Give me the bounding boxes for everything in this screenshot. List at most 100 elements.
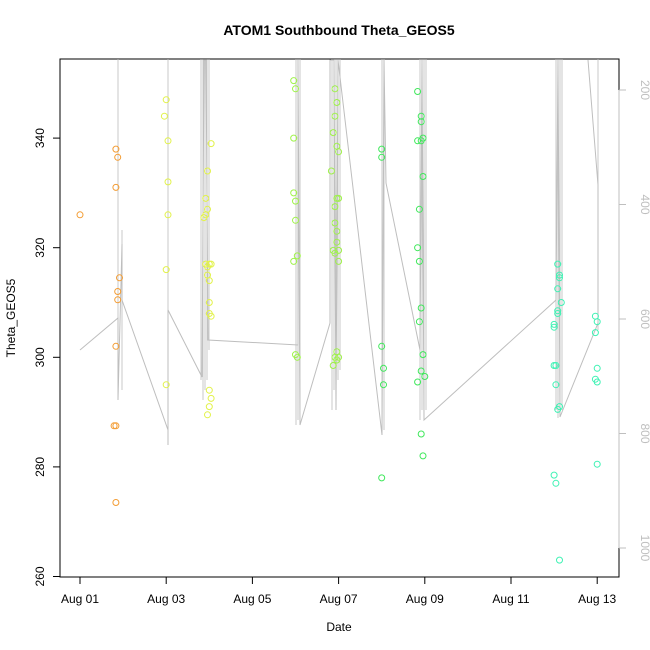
data-point (552, 362, 560, 369)
data-point (417, 430, 425, 438)
data-point (557, 299, 565, 306)
y2-axis: 200 400 600 800 1000 (618, 80, 650, 562)
data-points (76, 77, 601, 564)
data-point (205, 277, 213, 285)
data-point (419, 452, 427, 460)
data-point (204, 167, 211, 175)
y-tick-label: 260 (33, 566, 47, 586)
data-point (414, 378, 422, 386)
y2-tick-label: 600 (638, 309, 650, 329)
data-point (290, 257, 298, 265)
data-point (335, 194, 343, 202)
data-point (378, 342, 386, 350)
data-point (335, 246, 343, 254)
data-point (329, 362, 337, 369)
data-point (207, 394, 215, 402)
data-point (202, 194, 210, 202)
data-point (550, 323, 558, 331)
y2-tick-label: 400 (638, 194, 650, 214)
data-point (417, 304, 425, 312)
data-point (327, 167, 335, 175)
data-point (380, 381, 387, 389)
data-point (554, 307, 562, 315)
data-point (205, 403, 213, 411)
data-point (290, 189, 298, 197)
data-point (552, 381, 560, 389)
data-point (116, 274, 123, 282)
data-point (114, 288, 122, 295)
data-point (414, 137, 422, 145)
x-tick-label: Aug 13 (578, 592, 616, 606)
data-point (114, 153, 122, 161)
data-point (333, 99, 341, 106)
data-point (112, 422, 120, 430)
data-point (417, 367, 425, 375)
data-point (112, 183, 120, 191)
data-point (207, 312, 215, 320)
y-tick-label: 340 (33, 128, 47, 148)
data-point (293, 252, 301, 260)
y-axis: 260 280 300 320 340 (33, 128, 61, 587)
data-point (114, 296, 122, 304)
y2-tick-label: 200 (638, 80, 650, 100)
data-point (331, 203, 339, 211)
data-point (292, 216, 299, 224)
y-tick-label: 320 (33, 237, 47, 257)
data-point (593, 318, 601, 326)
data-point (205, 299, 213, 306)
data-point (204, 205, 211, 213)
data-point (333, 227, 341, 235)
y2-tick-label: 800 (638, 423, 650, 443)
profile-track-line (79, 59, 599, 445)
data-point (160, 112, 168, 120)
x-tick-label: Aug 07 (320, 592, 358, 606)
data-point (417, 118, 425, 126)
y-tick-label: 300 (33, 347, 47, 367)
data-point (421, 373, 429, 380)
x-tick-label: Aug 09 (406, 592, 444, 606)
data-point (292, 85, 299, 93)
data-point (329, 129, 337, 137)
data-point (207, 140, 215, 148)
data-point (593, 378, 601, 386)
x-tick-label: Aug 11 (492, 592, 529, 606)
data-point (550, 320, 558, 328)
y2-tick-label: 1000 (638, 535, 650, 562)
data-point (593, 460, 601, 468)
data-point (554, 285, 562, 293)
data-point (415, 318, 423, 326)
data-point (162, 266, 170, 274)
data-point (556, 274, 563, 282)
data-point (556, 271, 563, 279)
data-point (380, 364, 387, 372)
data-point (419, 351, 427, 359)
data-point (550, 471, 558, 479)
data-point (204, 411, 211, 419)
data-point (290, 134, 298, 142)
data-point (417, 137, 425, 145)
data-point (112, 342, 120, 350)
x-axis: Aug 01 Aug 03 Aug 05 Aug 07 Aug 09 Aug 11 Aug … (61, 576, 617, 606)
x-tick-label: Aug 01 (61, 592, 99, 606)
data-point (554, 405, 562, 413)
data-point (293, 353, 301, 361)
data-point (200, 214, 208, 222)
x-axis-label: Date (326, 620, 352, 634)
data-point (378, 145, 386, 153)
y-tick-label: 280 (33, 457, 47, 477)
chart-title: ATOM1 Southbound Theta_GEOS5 (223, 22, 454, 38)
data-point (335, 148, 343, 156)
data-point (554, 310, 562, 317)
data-point (331, 85, 339, 93)
data-point (556, 556, 563, 564)
data-point (593, 364, 601, 372)
profile-lines (79, 59, 599, 445)
data-point (292, 197, 299, 205)
data-point (419, 173, 427, 180)
data-point (205, 386, 213, 394)
data-point (76, 211, 84, 219)
data-point (414, 244, 422, 252)
y-axis-label: Theta_GEOS5 (4, 278, 18, 357)
data-point (331, 112, 339, 120)
